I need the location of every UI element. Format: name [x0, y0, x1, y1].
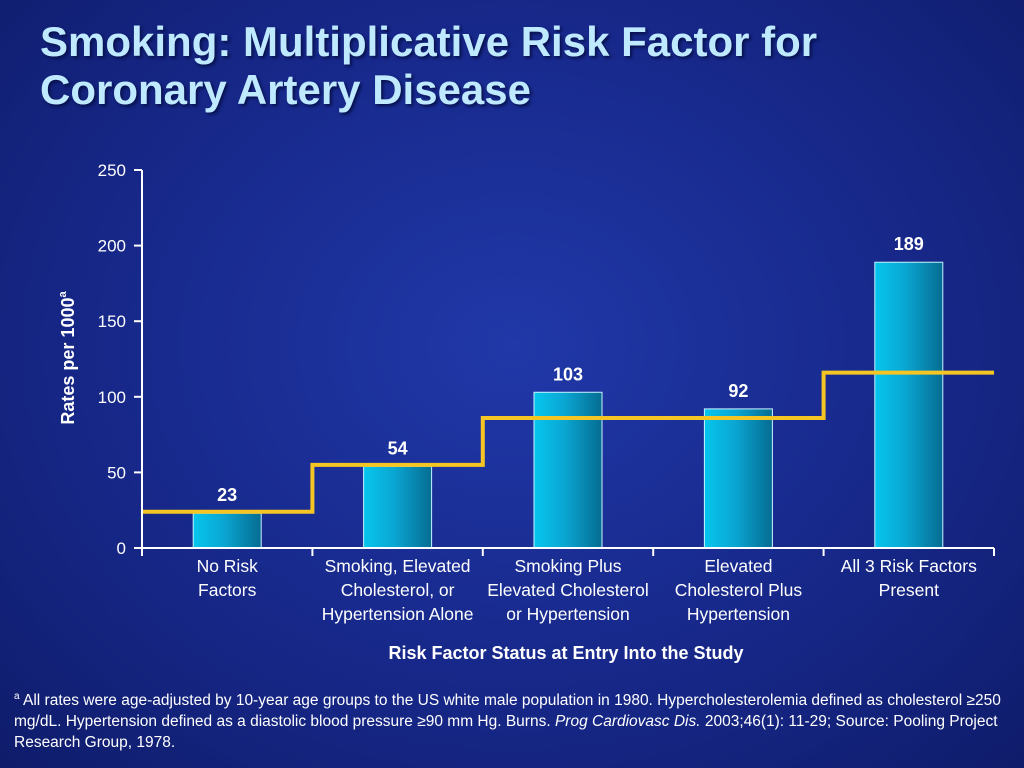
x-category-labels: No Risk Factors Smoking, Elevated Cholester… — [197, 556, 978, 624]
x-category-label: No Risk Factors — [197, 556, 259, 600]
y-tick-label: 150 — [98, 312, 126, 331]
bar-value-label: 23 — [217, 485, 237, 505]
bar — [533, 391, 603, 549]
axes — [141, 170, 995, 556]
x-category-label: Elevated Cholesterol Plus Hypertension — [675, 556, 803, 624]
y-tick-label: 50 — [107, 463, 126, 482]
data-labels: 23 54 103 92 189 — [217, 234, 924, 505]
x-category-label-line: or Hypertension — [506, 604, 630, 624]
bars — [192, 261, 944, 549]
y-tick-label: 100 — [98, 388, 126, 407]
bar-value-label: 189 — [894, 234, 924, 254]
y-tick-label: 200 — [98, 237, 126, 256]
bar — [363, 465, 433, 549]
bar-value-label: 54 — [388, 438, 408, 458]
footnote: a All rates were age-adjusted by 10-year… — [14, 686, 1010, 753]
y-tick-label: 250 — [98, 161, 126, 180]
y-axis-label-superscript: a — [57, 291, 69, 298]
x-category-label-line: All 3 Risk Factors — [841, 556, 977, 576]
bar-value-label: 92 — [728, 381, 748, 401]
x-category-label-line: Cholesterol, or — [341, 580, 455, 600]
bar — [874, 261, 944, 549]
bar — [192, 512, 262, 549]
x-category-label-line: Cholesterol Plus — [675, 580, 803, 600]
y-axis-label-text: Rates per 1000 — [58, 298, 78, 425]
slide-title: Smoking: Multiplicative Risk Factor for … — [40, 18, 818, 113]
x-category-label-line: Elevated — [704, 556, 772, 576]
x-category-label-line: Present — [879, 580, 939, 600]
bar-value-label: 103 — [553, 364, 583, 384]
footnote-journal: Prog Cardiovasc Dis. — [554, 713, 701, 731]
footnote-text: All rates were age-adjusted by 10-year a… — [14, 692, 1001, 731]
bar-chart: 0 50 100 150 200 250 23 54 103 92 189 No Risk Fact… — [57, 161, 995, 663]
x-category-label: Smoking, Elevated Cholesterol, or Hyperten… — [322, 556, 474, 624]
step-line-layer — [142, 370, 994, 514]
x-category-label-line: Hypertension Alone — [322, 604, 474, 624]
bar — [703, 408, 773, 549]
x-category-label: All 3 Risk Factors Present — [841, 556, 977, 600]
x-axis-label: Risk Factor Status at Entry Into the Stu… — [388, 643, 743, 663]
step-line — [142, 370, 994, 514]
footnote-citation: 2003;46(1): 11-29; Source: Pooling Proje… — [14, 713, 998, 752]
x-category-label-line: Smoking Plus — [515, 556, 622, 576]
y-axis-ticks: 0 50 100 150 200 250 — [98, 161, 142, 558]
x-category-label-line: Hypertension — [687, 604, 790, 624]
x-category-label-line: Factors — [198, 580, 257, 600]
footnote-marker: a — [14, 691, 20, 702]
x-category-label-line: No Risk — [197, 556, 259, 576]
x-category-label-line: Smoking, Elevated — [325, 556, 471, 576]
y-tick-label: 0 — [117, 539, 126, 558]
x-category-label: Smoking Plus Elevated Cholesterol or Hyper… — [487, 556, 648, 624]
y-axis-label: Rates per 1000a — [57, 291, 78, 425]
x-category-label-line: Elevated Cholesterol — [487, 580, 648, 600]
